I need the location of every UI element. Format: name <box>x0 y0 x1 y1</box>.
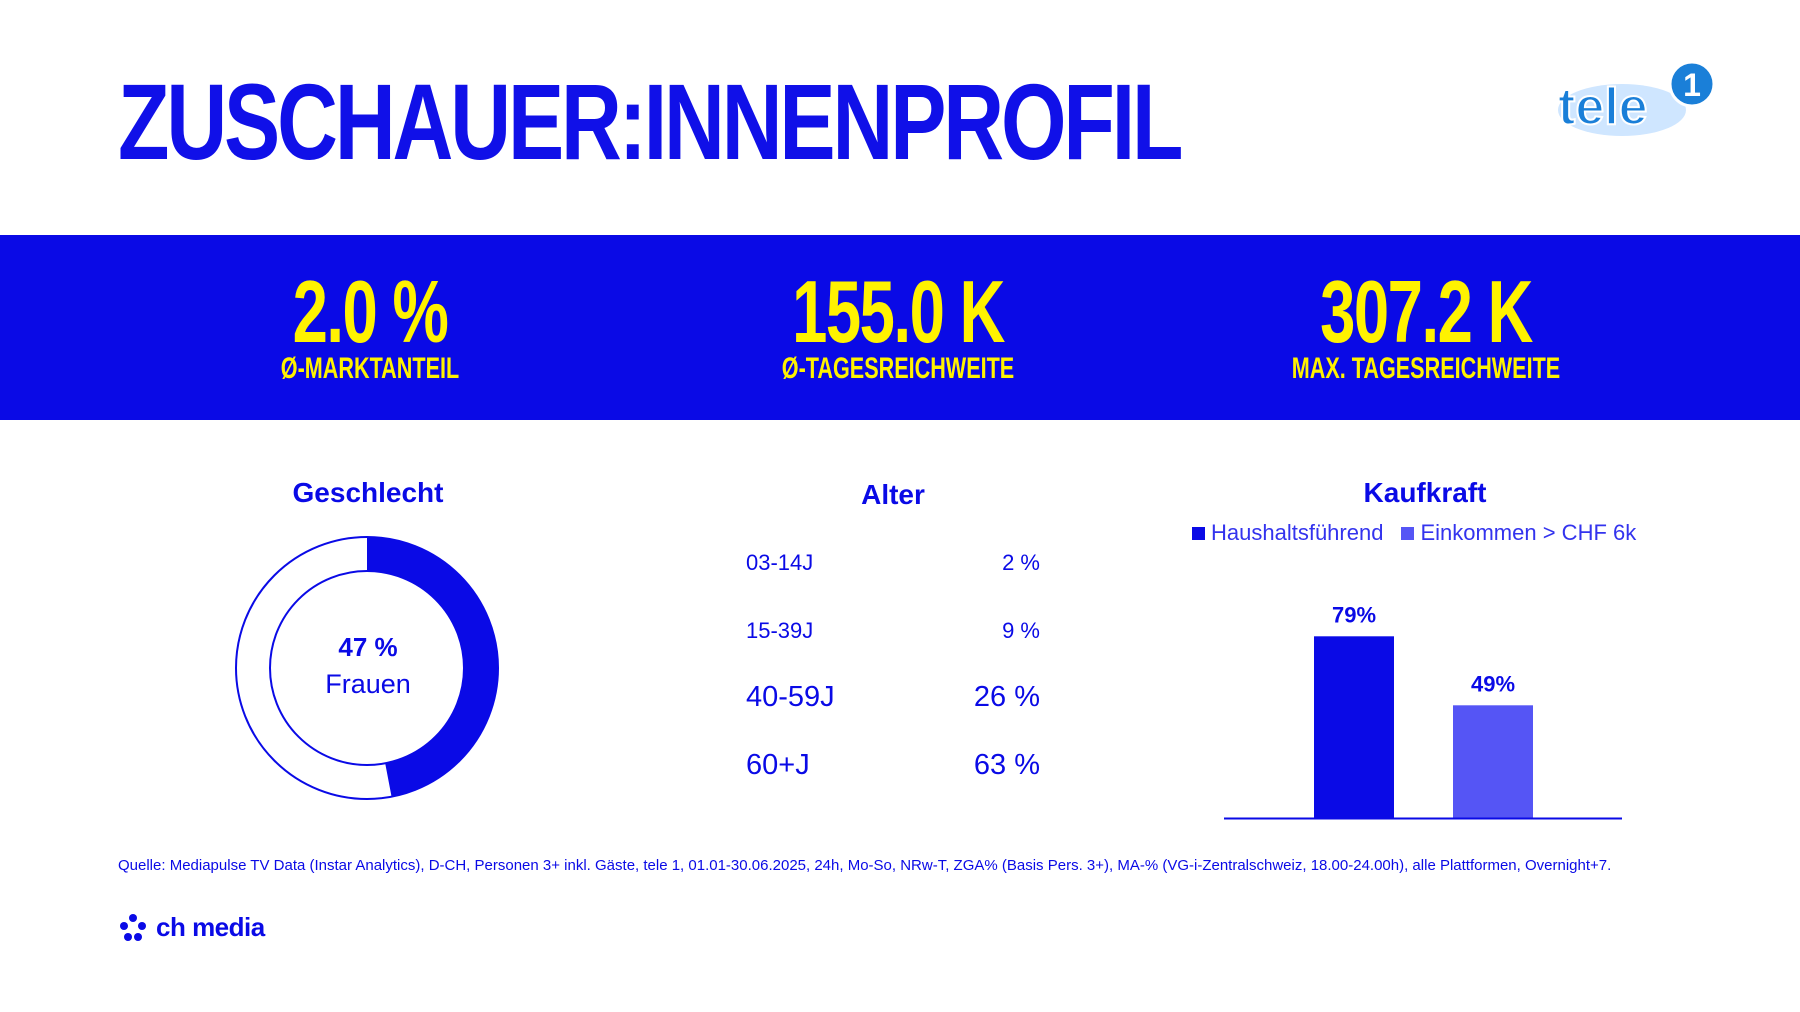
kaufkraft-heading: Kaufkraft <box>1363 477 1487 508</box>
kaufkraft-legend: Haushaltsführend Einkommen > CHF 6k <box>1192 520 1636 546</box>
age-share: 9 % <box>1002 618 1040 643</box>
legend-label: Einkommen > CHF 6k <box>1420 520 1637 545</box>
age-share: 2 % <box>1002 550 1040 575</box>
age-row: 60+J 63 % <box>746 749 1040 782</box>
age-heading: Alter <box>861 479 925 510</box>
kpi-daily-reach: 155.0 K Ø-TAGESREICHWEITE <box>688 268 1108 384</box>
donut-segment-frauen <box>367 537 498 797</box>
age-group: 15-39J <box>746 618 814 643</box>
legend-swatch <box>1192 526 1205 540</box>
source-note: Quelle: Mediapulse TV Data (Instar Analy… <box>118 857 1612 874</box>
age-share: 26 % <box>973 681 1040 713</box>
age-group: 60+J <box>746 749 810 781</box>
legend-item: Einkommen > CHF 6k <box>1401 520 1636 546</box>
kpi-value: 155.0 K <box>792 262 1005 361</box>
age-row: 40-59J 26 % <box>746 681 1040 714</box>
logo-number: 1 <box>1683 67 1701 103</box>
age-group: 03-14J <box>746 550 814 575</box>
kpi-value: 307.2 K <box>1320 262 1533 361</box>
kpi-label: Ø-TAGESREICHWEITE <box>781 352 1015 385</box>
bar-value-label: 79% <box>1332 602 1376 627</box>
legend-label: Haushaltsführend <box>1211 520 1384 545</box>
donut-center: 47 % Frauen <box>268 632 468 700</box>
bar-haushaltsfuehrend <box>1314 636 1394 818</box>
age-share: 63 % <box>973 749 1040 781</box>
page-title: ZUSCHAUER:INNENPROFIL <box>118 61 1183 182</box>
legend-swatch <box>1401 526 1415 540</box>
ch-media-brand: ch media <box>118 912 265 943</box>
gender-value: 47 % <box>338 632 398 662</box>
kpi-max-daily-reach: 307.2 K MAX. TAGESREICHWEITE <box>1216 268 1636 384</box>
kpi-label: Ø-MARKTANTEIL <box>280 352 460 385</box>
kpi-band <box>0 235 1800 420</box>
tele1-logo: tele 1 <box>1557 60 1716 137</box>
kaufkraft-bar-chart: 79% 49% <box>1224 602 1622 820</box>
kpi-value: 2.0 % <box>292 262 449 361</box>
age-row: 03-14J 2 % <box>746 550 1040 576</box>
legend-item: Haushaltsführend <box>1192 520 1383 546</box>
logo-text: tele <box>1558 78 1648 136</box>
kpi-label: MAX. TAGESREICHWEITE <box>1291 352 1561 385</box>
gender-donut <box>235 536 499 800</box>
gender-label: Frauen <box>325 669 411 699</box>
age-row: 15-39J 9 % <box>746 618 1040 644</box>
bar-einkommen <box>1453 705 1533 818</box>
bar-value-label: 49% <box>1471 671 1515 696</box>
ch-media-icon <box>120 913 146 941</box>
brand-name: ch media <box>156 912 265 942</box>
kpi-market-share: 2.0 % Ø-MARKTANTEIL <box>160 268 580 384</box>
age-group: 40-59J <box>746 681 835 713</box>
gender-heading: Geschlecht <box>292 477 444 508</box>
